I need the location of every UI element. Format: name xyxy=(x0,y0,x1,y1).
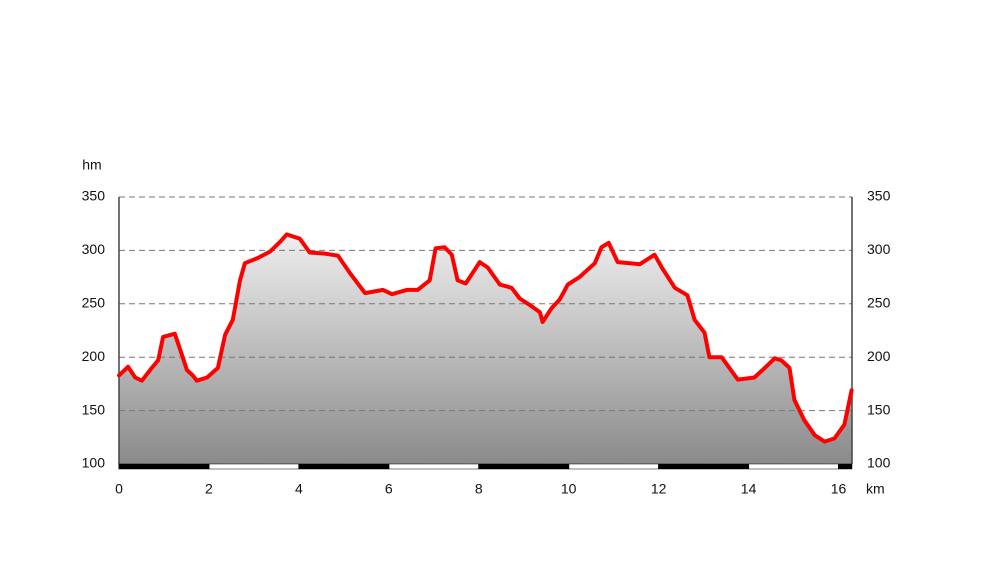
y-tick-label-right: 300 xyxy=(867,241,891,257)
x-tick-label: 12 xyxy=(651,481,667,497)
x-tick-label: 14 xyxy=(741,481,757,497)
scale-stripe xyxy=(838,463,853,470)
scale-stripe xyxy=(748,463,839,470)
y-tick-label: 250 xyxy=(82,295,106,311)
area-fill xyxy=(119,234,852,464)
x-tick-label: 8 xyxy=(475,481,483,497)
y-tick-label: 150 xyxy=(82,401,106,417)
scale-stripe xyxy=(568,463,659,470)
x-axis-label: km xyxy=(866,481,885,497)
scale-stripe xyxy=(478,463,569,470)
y-tick-label: 200 xyxy=(82,348,106,364)
x-tick-label: 16 xyxy=(831,481,847,497)
x-tick-label: 6 xyxy=(385,481,393,497)
scale-stripe xyxy=(658,463,749,470)
y-tick-label-right: 350 xyxy=(867,188,891,204)
y-axis-label: hm xyxy=(82,157,101,173)
x-tick-label: 2 xyxy=(205,481,213,497)
scale-stripe xyxy=(388,463,480,470)
x-tick-label: 4 xyxy=(295,481,303,497)
y-tick-label: 100 xyxy=(82,455,106,471)
y-tick-label-right: 150 xyxy=(867,401,891,417)
y-tick-label: 350 xyxy=(82,188,106,204)
scale-stripe xyxy=(298,463,390,470)
y-tick-label-right: 250 xyxy=(867,295,891,311)
y-tick-label-right: 100 xyxy=(867,455,891,471)
x-tick-label: 10 xyxy=(561,481,577,497)
y-tick-label: 300 xyxy=(82,241,106,257)
x-tick-label: 0 xyxy=(115,481,123,497)
elevation-line xyxy=(117,232,854,444)
scale-stripe xyxy=(208,463,300,470)
scale-stripe xyxy=(118,463,210,470)
y-tick-label-right: 200 xyxy=(867,348,891,364)
